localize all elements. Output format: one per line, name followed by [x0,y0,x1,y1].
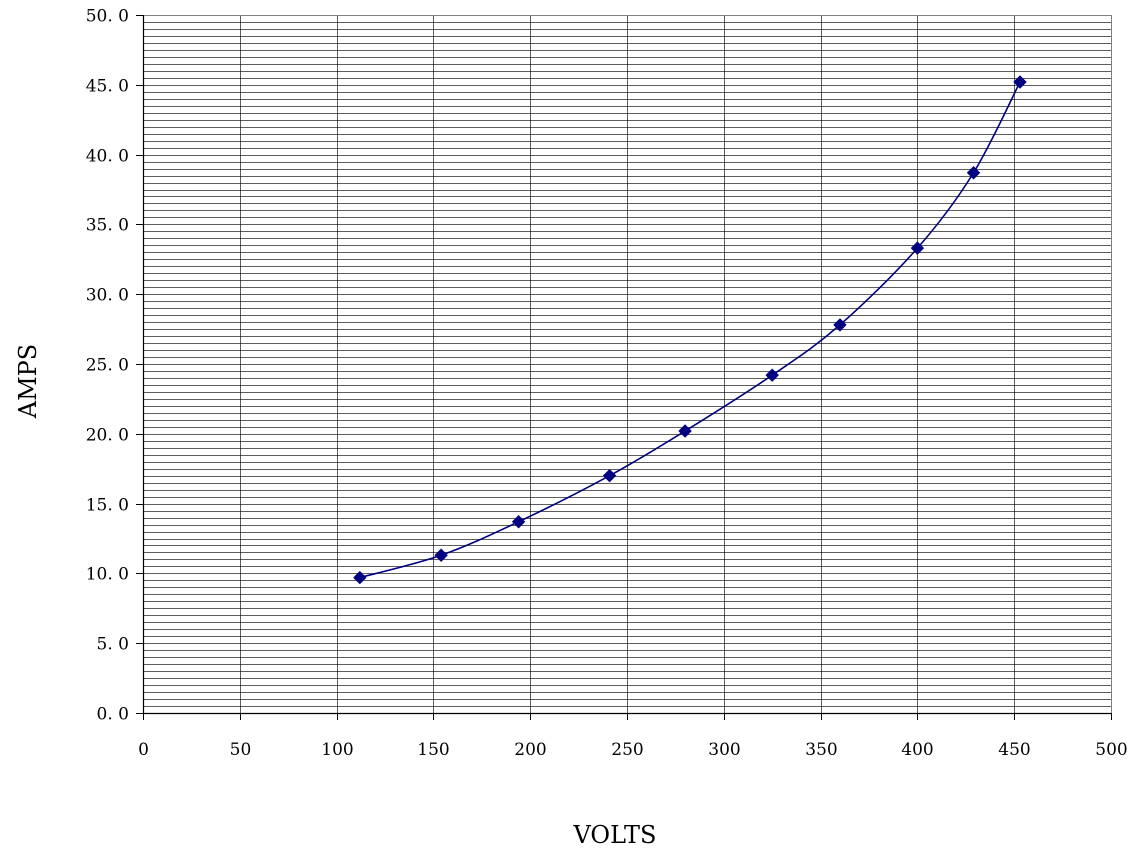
y-tick-label: 0. 0 [97,705,129,725]
data-point-marker [765,368,779,382]
data-point-marker [966,166,981,180]
y-axis-title: AMPS [14,344,42,420]
x-tick-label: 0 [138,740,149,760]
series-group [353,75,1027,585]
data-point-marker [434,548,448,562]
data-point-marker [511,515,526,529]
y-tick-label: 5. 0 [97,635,129,655]
x-tick-label: 400 [901,740,933,760]
y-axis-ticks: 0. 0 5. 0 10. 0 15. 0 20. 0 25. 0 30. 0 35. 0 40… [86,7,143,725]
y-tick-label: 45. 0 [86,77,129,97]
x-tick-label: 300 [708,740,740,760]
y-tick-label: 15. 0 [86,496,129,516]
data-point-marker [678,424,692,438]
data-point-marker [353,570,367,585]
y-tick-label: 25. 0 [86,356,129,376]
data-point-marker [910,241,925,255]
data-point-marker [833,318,847,332]
y-tick-label: 35. 0 [86,216,129,236]
y-tick-label: 10. 0 [86,565,129,585]
data-point-marker [1013,75,1027,89]
x-tick-label: 450 [998,740,1030,760]
y-tick-label: 40. 0 [86,147,129,167]
y-tick-label: 50. 0 [86,7,129,27]
x-tick-label: 150 [417,740,449,760]
y-tick-label: 20. 0 [86,426,129,446]
grid-lines [143,15,1111,713]
x-tick-label: 200 [514,740,546,760]
y-tick-label: 30. 0 [86,286,129,306]
x-tick-label: 500 [1095,740,1127,760]
x-tick-label: 50 [230,740,252,760]
x-axis-title: VOLTS [572,821,656,849]
series-line [359,81,1021,579]
x-axis-ticks: 0 50 100 150 200 250 300 350 400 450 500 [138,713,1128,760]
x-tick-label: 250 [611,740,643,760]
x-tick-label: 350 [805,740,837,760]
x-tick-label: 100 [321,740,353,760]
data-point-marker [602,468,617,483]
